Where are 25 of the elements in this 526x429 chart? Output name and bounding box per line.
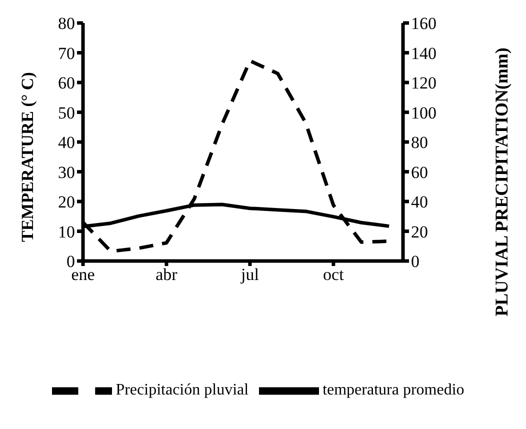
- y2-tick-label: 0: [411, 252, 420, 272]
- x-tick-label: oct: [323, 265, 344, 284]
- legend-label: temperatura promedio: [322, 382, 464, 399]
- y-tick-label: 0: [66, 252, 75, 272]
- y2-tick-label: 160: [411, 14, 436, 34]
- y2-tick-label: 40: [411, 192, 428, 212]
- y2-tick-label: 80: [411, 133, 428, 152]
- y2-tick-label: 100: [411, 103, 436, 122]
- y2-tick-label: 20: [411, 222, 428, 242]
- y2-tick-label: 60: [411, 162, 428, 182]
- y-tick-label: 80: [58, 14, 75, 34]
- x-tick-label: abr: [156, 265, 178, 284]
- y2-tick-label: 120: [411, 74, 436, 93]
- y-tick-label: 20: [58, 192, 75, 212]
- y2-tick-label: 140: [411, 44, 436, 63]
- y-tick-label: 70: [58, 44, 75, 63]
- y-tick-label: 60: [58, 74, 75, 93]
- y-tick-label: 50: [58, 103, 75, 122]
- y-axis-title: TEMPERATURE (° C): [18, 72, 38, 242]
- y2-axis-title: PLUVIAL PRECIPITATION(mm): [491, 48, 512, 316]
- y-tick-label: 40: [58, 133, 75, 152]
- y-tick-label: 10: [58, 222, 75, 242]
- y-tick-label: 30: [58, 162, 75, 182]
- legend-label: Precipitación pluvial: [116, 382, 249, 399]
- x-tick-label: jul: [240, 265, 260, 284]
